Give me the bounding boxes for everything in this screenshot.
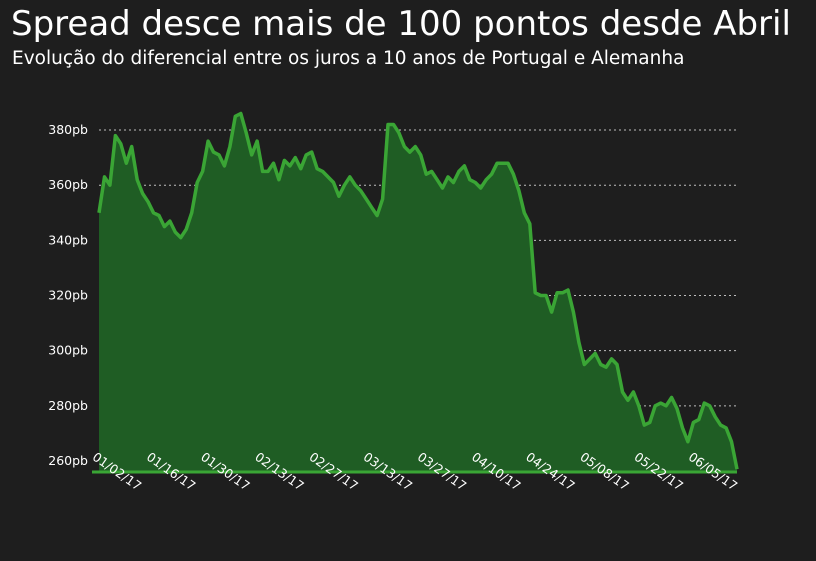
y-tick-label: 260pb	[48, 453, 88, 468]
y-tick-label: 280pb	[48, 398, 88, 413]
chart-subtitle: Evolução do diferencial entre os juros a…	[12, 48, 685, 69]
y-tick-label: 300pb	[48, 343, 88, 358]
y-tick-label: 380pb	[48, 122, 88, 137]
y-tick-label: 340pb	[48, 232, 88, 247]
spread-line	[97, 111, 739, 470]
spread-area-fill	[99, 113, 737, 472]
y-tick-label: 320pb	[48, 288, 88, 303]
y-tick-label: 360pb	[48, 177, 88, 192]
chart-title: Spread desce mais de 100 pontos desde Ab…	[11, 4, 791, 44]
y-axis-ticks: 260pb 280pb 300pb 320pb 340pb 360pb 380pb	[48, 122, 88, 468]
